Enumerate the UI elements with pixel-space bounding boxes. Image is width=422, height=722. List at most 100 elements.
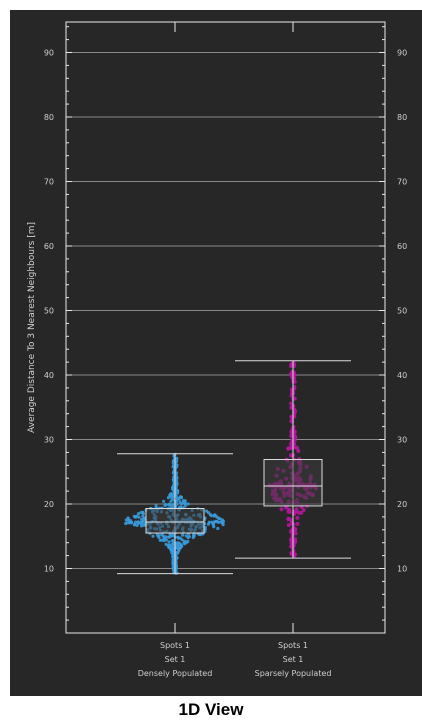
data-point: [133, 515, 138, 519]
box: [263, 458, 323, 507]
data-point: [167, 540, 171, 544]
data-point: [164, 538, 168, 542]
data-point: [299, 510, 304, 515]
data-point: [179, 505, 183, 509]
data-point: [212, 525, 216, 529]
plot-frame: [65, 21, 386, 634]
grid-lines: [66, 52, 385, 569]
data-point: [141, 514, 145, 518]
y-tick-label-left: 90: [44, 49, 54, 58]
data-point: [291, 370, 296, 375]
data-point: [290, 438, 295, 443]
data-point: [184, 534, 188, 538]
data-point: [180, 544, 184, 549]
series-group: [117, 452, 233, 575]
data-point: [293, 531, 298, 536]
data-point: [124, 521, 128, 526]
data-point: [221, 519, 225, 523]
data-point: [166, 496, 170, 500]
data-point: [157, 533, 161, 538]
series-layer: [117, 360, 351, 575]
data-point: [284, 505, 288, 510]
data-point: [301, 508, 306, 512]
y-axis-label: Average Distance To 3 Nearest Neighbours…: [27, 222, 37, 433]
data-point: [293, 552, 297, 557]
data-point: [171, 465, 175, 469]
data-point: [289, 537, 294, 542]
data-point: [293, 509, 298, 514]
view-caption: 1D View: [178, 700, 244, 719]
data-point: [170, 497, 174, 501]
data-point: [183, 504, 187, 508]
data-point: [141, 510, 145, 514]
y-tick-label-left: 80: [44, 113, 54, 122]
data-point: [151, 534, 155, 538]
y-tick-label-right: 20: [397, 500, 407, 509]
category-label: Densely Populated: [138, 669, 213, 678]
data-point: [175, 550, 179, 555]
plot-panel: 10 10 20 20 30 30 40 40 50 50 60 60 70 70 80 80 90 90 Aver…: [10, 10, 422, 696]
data-point: [292, 527, 297, 532]
data-point: [171, 478, 175, 482]
data-point: [289, 434, 294, 438]
data-point: [163, 504, 167, 508]
y-tick-label-left: 60: [44, 242, 54, 251]
data-point: [182, 541, 186, 545]
data-point: [289, 544, 294, 549]
data-point: [162, 499, 166, 503]
data-point: [296, 448, 301, 453]
data-point: [172, 549, 176, 553]
data-point: [209, 514, 213, 518]
data-point: [172, 457, 176, 461]
data-point: [170, 539, 174, 543]
y-tick-label-right: 50: [397, 307, 407, 316]
y-tick-label-right: 80: [397, 113, 407, 122]
data-point: [216, 526, 220, 531]
data-point: [180, 502, 184, 506]
data-point: [210, 520, 214, 524]
data-point: [183, 501, 187, 505]
data-point: [169, 499, 173, 503]
data-point: [137, 515, 141, 519]
labels: 10 10 20 20 30 30 40 40 50 50 60 60 70 70 80 80 90 90 Aver…: [27, 49, 407, 679]
y-tick-label-right: 70: [397, 178, 407, 187]
y-tick-label-left: 50: [44, 307, 54, 316]
y-tick-label-left: 30: [44, 436, 54, 445]
category-label: Spots 1: [160, 641, 190, 650]
y-tick-label-right: 40: [397, 371, 407, 380]
data-point: [295, 521, 300, 526]
data-point: [136, 520, 140, 524]
data-point: [132, 523, 136, 527]
data-point: [206, 522, 210, 526]
axes: [65, 21, 386, 634]
y-tick-label-right: 90: [397, 49, 407, 58]
data-point: [179, 495, 184, 500]
data-point: [136, 512, 141, 516]
data-point: [167, 545, 171, 549]
data-point: [292, 379, 297, 384]
data-point: [215, 515, 219, 519]
data-point: [170, 534, 174, 538]
data-point: [139, 522, 144, 526]
data-point: [164, 535, 168, 539]
data-point: [177, 497, 181, 501]
data-point: [289, 364, 293, 368]
data-point: [287, 507, 292, 512]
data-point: [142, 523, 146, 527]
data-point: [175, 502, 179, 506]
category-label: Set 1: [283, 655, 304, 664]
data-point: [184, 540, 188, 545]
data-point: [129, 520, 133, 524]
data-point: [135, 523, 139, 528]
data-point: [213, 513, 217, 517]
data-point: [133, 520, 138, 524]
data-point: [198, 533, 202, 537]
data-point: [221, 523, 225, 527]
data-point: [126, 518, 130, 522]
y-tick-label-left: 40: [44, 371, 54, 380]
y-tick-label-left: 20: [44, 500, 54, 509]
category-label: Spots 1: [278, 641, 308, 650]
data-point: [289, 429, 294, 434]
data-point: [288, 517, 293, 522]
data-point: [181, 533, 185, 537]
